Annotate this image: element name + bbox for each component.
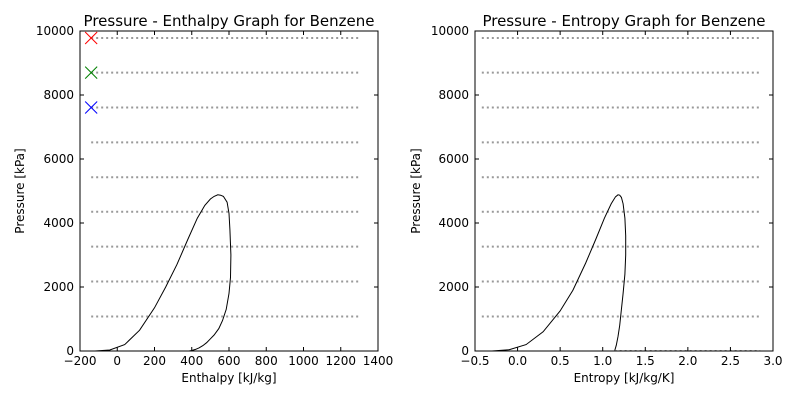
x-tick-label: 800 xyxy=(255,354,278,368)
marker-0 xyxy=(84,31,98,45)
axes-frame xyxy=(474,30,774,352)
y-tick-label: 0 xyxy=(461,344,469,358)
y-tick-label: 0 xyxy=(66,344,74,358)
marker-1 xyxy=(84,66,98,79)
x-tick-label: −0.5 xyxy=(460,354,489,368)
x-tick-label: 1.5 xyxy=(636,354,655,368)
saturation-dome-curve xyxy=(491,194,627,352)
chart-title: Pressure - Enthalpy Graph for Benzene xyxy=(84,12,375,30)
x-tick-label: 600 xyxy=(218,354,241,368)
y-tick-label: 6000 xyxy=(438,152,469,166)
y-tick-label: 10000 xyxy=(431,24,469,38)
y-tick-label: 8000 xyxy=(43,88,74,102)
y-axis-label: Pressure [kPa] xyxy=(409,148,423,233)
x-tick-label: 0.5 xyxy=(551,354,570,368)
y-tick-label: 8000 xyxy=(438,88,469,102)
y-axis-label: Pressure [kPa] xyxy=(13,148,27,233)
y-tick-label: 4000 xyxy=(438,216,469,230)
x-tick-label: 400 xyxy=(180,354,203,368)
y-tick-label: 4000 xyxy=(43,216,74,230)
y-tick-label: 2000 xyxy=(438,280,469,294)
y-tick-label: 10000 xyxy=(36,24,74,38)
x-axis-label: Entropy [kJ/kg/K] xyxy=(574,371,675,385)
x-tick-label: 200 xyxy=(143,354,166,368)
x-tick-label: 0.0 xyxy=(508,354,527,368)
x-tick-label: 1000 xyxy=(288,354,319,368)
x-tick-label: 0 xyxy=(113,354,121,368)
x-tick-label: 1200 xyxy=(325,354,356,368)
x-tick-label: 2.5 xyxy=(721,354,740,368)
saturation-dome-curve xyxy=(94,194,232,352)
x-axis-label: Enthalpy [kJ/kg] xyxy=(181,371,276,385)
y-tick-label: 6000 xyxy=(43,152,74,166)
x-tick-label: 2.0 xyxy=(678,354,697,368)
y-tick-label: 2000 xyxy=(43,280,74,294)
x-tick-label: 1.0 xyxy=(593,354,612,368)
x-tick-label: −200 xyxy=(64,354,97,368)
entropy-plot: Pressure - Entropy Graph for Benzene Ent… xyxy=(409,12,783,385)
chart-title: Pressure - Entropy Graph for Benzene xyxy=(482,12,765,30)
x-tick-label: 1400 xyxy=(363,354,394,368)
marker-2 xyxy=(84,101,98,114)
x-tick-label: 3.0 xyxy=(763,354,782,368)
enthalpy-plot: Pressure - Enthalpy Graph for Benzene En… xyxy=(13,12,393,385)
axes-frame xyxy=(79,30,379,352)
